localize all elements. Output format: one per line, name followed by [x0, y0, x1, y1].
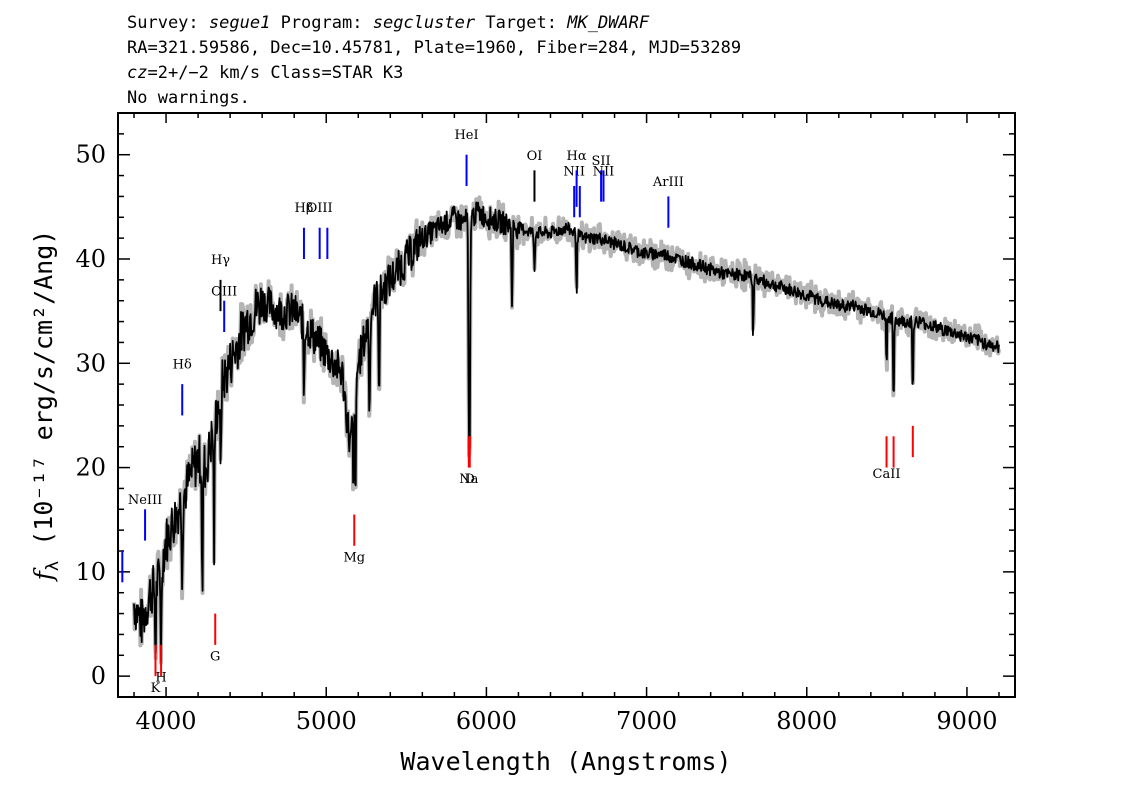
emission-line-label: Hα [567, 149, 587, 164]
x-axis-ticks [133, 113, 1000, 697]
emission-line-label: Hβ [295, 201, 314, 216]
x-tick-label: 6000 [456, 707, 517, 735]
emission-line-label: ArIII [652, 175, 684, 190]
x-tick-label: 8000 [776, 707, 837, 735]
y-tick-label: 40 [75, 245, 106, 273]
y-tick-label: 0 [91, 662, 106, 690]
x-axis-title: Wavelength (Angstroms) [400, 747, 731, 776]
plot-frame [117, 112, 1016, 698]
emission-line-label: SII [592, 154, 611, 169]
absorption-line-label: K [151, 681, 161, 696]
x-tick-label: 7000 [616, 707, 677, 735]
emission-line-label: OIII [307, 201, 333, 216]
header-line-1: Survey: segue1 Program: segcluster Targe… [127, 13, 650, 33]
emission-line-label: NII [593, 165, 615, 180]
y-tick-label: 10 [75, 558, 106, 586]
y-tick-label: 50 [75, 141, 106, 169]
header-line-4: No warnings. [127, 88, 250, 108]
x-tick-label: 5000 [296, 707, 357, 735]
program-name: segcluster [373, 13, 476, 33]
y-tick-label: 20 [75, 454, 106, 482]
emission-line-label: NeIII [128, 493, 162, 508]
x-tick-label: 9000 [936, 707, 997, 735]
y-axis-title: fλ (10⁻¹⁷ erg/s/cm²/Ang) [29, 230, 63, 583]
header-line-3: cz=2+/−2 km/s Class=STAR K3 [127, 63, 403, 83]
absorption-line-label: D [465, 472, 475, 487]
absorption-line-label: G [210, 650, 220, 665]
header-line-2: RA=321.59586, Dec=10.45781, Plate=1960, … [127, 38, 741, 58]
absorption-line-label: H [155, 670, 166, 685]
x-axis-tick-labels: 4000 5000 6000 7000 8000 9000 [136, 707, 998, 735]
y-axis-tick-labels: 0 10 20 30 40 50 [75, 141, 106, 690]
spectrum-line [133, 201, 1000, 662]
emission-line-label: OI [527, 149, 543, 164]
error-band [132, 195, 1001, 665]
emission-line-label: OIII [211, 285, 237, 300]
x-tick-label: 4000 [136, 707, 197, 735]
y-axis-ticks [118, 133, 1015, 677]
survey-name: segue1 [209, 13, 270, 33]
emission-line-label: HeI [454, 128, 478, 143]
header-block: Survey: segue1 Program: segcluster Targe… [127, 13, 741, 108]
emission-line-label: Hδ [173, 358, 192, 373]
emission-line-label: NII [563, 165, 585, 180]
emission-line-label: Hγ [211, 253, 230, 268]
absorption-line-label: Na [459, 472, 478, 487]
y-tick-label: 30 [75, 349, 106, 377]
absorption-line-label: CaII [873, 467, 901, 482]
absorption-line-label: Mg [343, 550, 365, 565]
target-name: MK_DWARF [566, 13, 650, 33]
